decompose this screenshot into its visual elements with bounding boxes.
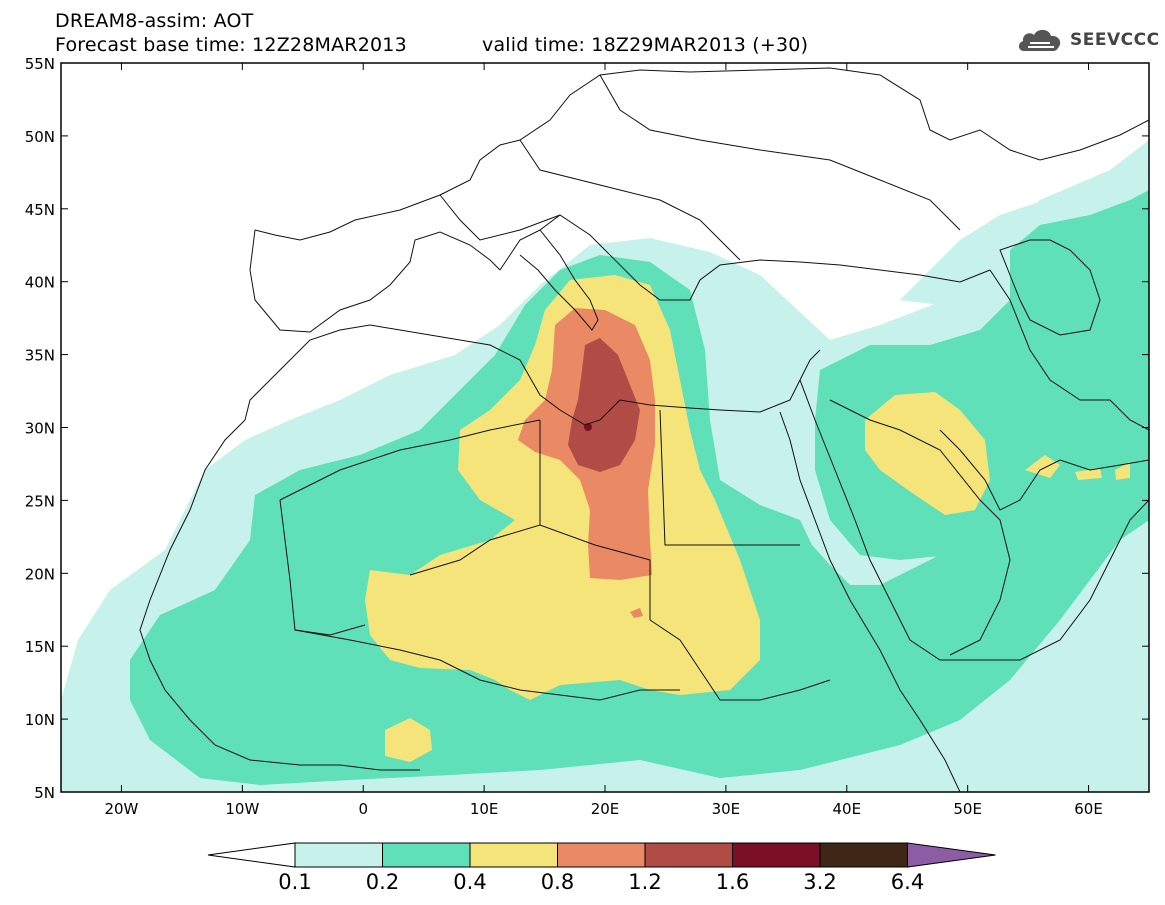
lat-label: 25N <box>25 492 55 510</box>
coastline-red-sea <box>799 379 1149 661</box>
colorbar-label: 3.2 <box>803 870 836 894</box>
colorbar-segment <box>644 842 733 868</box>
colorbar-segment <box>557 842 646 868</box>
aot-contour-0.4 <box>365 275 760 700</box>
border-east-africa <box>649 619 831 701</box>
lon-label: 50E <box>953 800 982 818</box>
aot-colorbar: 0.1 0.2 0.4 0.8 1.2 1.6 3.2 6.4 <box>207 842 996 894</box>
lon-label: 0 <box>358 800 368 818</box>
colorbar-label: 0.2 <box>366 870 399 894</box>
aot-contour-0.4-iran-east <box>1115 462 1130 480</box>
seevccc-logo: SEEVCCC <box>1016 24 1160 56</box>
aot-contour-0.4-south <box>385 718 432 762</box>
aot-contour-0.4-iran <box>1075 468 1102 480</box>
colorbar-label: 1.2 <box>628 870 661 894</box>
valid-time: valid time: 18Z29MAR2013 (+30) <box>482 34 809 56</box>
coastline-caspian <box>999 239 1101 336</box>
cloud-icon <box>1018 29 1061 51</box>
lat-label: 20N <box>25 565 55 583</box>
aot-contour-0.4-gulf <box>1025 455 1060 478</box>
lat-label: 15N <box>25 638 55 656</box>
lat-label: 30N <box>25 420 55 438</box>
colorbar-label: 6.4 <box>891 870 924 894</box>
chart-title: DREAM8-assim: AOT <box>55 10 254 32</box>
lat-label: 50N <box>25 128 55 146</box>
border-sahara-2 <box>279 419 541 501</box>
colorbar-label: 0.1 <box>278 870 311 894</box>
border-sahara-4 <box>659 409 800 546</box>
coastline-north-africa <box>244 324 821 426</box>
colorbar-segment <box>469 842 558 868</box>
longitude-axis: 20W 10W 0 10E 20E 30E 40E 50E 60E <box>104 63 1103 818</box>
border-central-africa <box>294 629 680 701</box>
coastline-gulf <box>939 429 1149 511</box>
border-iran <box>989 269 1149 431</box>
coastline-iberia <box>249 229 501 333</box>
colorbar-segment <box>732 842 821 868</box>
coastline-west-africa <box>139 419 420 771</box>
lon-label: 10W <box>225 800 259 818</box>
lat-label: 55N <box>25 55 55 73</box>
lat-label: 40N <box>25 274 55 292</box>
lon-label: 20W <box>104 800 138 818</box>
border-europe-2 <box>519 139 741 261</box>
aot-contour-0.8-dot <box>630 608 643 618</box>
colorbar-label: 0.4 <box>453 870 486 894</box>
colorbar-arrow-low <box>207 842 296 868</box>
border-europe-3 <box>599 74 961 231</box>
lon-label: 30E <box>712 800 741 818</box>
lat-label: 45N <box>25 201 55 219</box>
colorbar-label: 0.8 <box>541 870 574 894</box>
coastline-east-africa <box>779 411 961 792</box>
coastline-italy <box>499 229 599 331</box>
latitude-axis: 55N 50N 45N 40N 35N 30N 25N 20N 15N 10N 5N <box>25 55 1149 802</box>
border-arabia <box>829 399 1011 656</box>
lon-label: 60E <box>1074 800 1103 818</box>
colorbar-segment <box>294 842 383 868</box>
colorbar-segment <box>819 842 908 868</box>
aot-contour-1.2 <box>568 338 640 472</box>
colorbar-arrow-high <box>907 842 996 868</box>
lat-label: 5N <box>34 784 55 802</box>
coastline-balkans <box>539 214 991 301</box>
lon-label: 10E <box>470 800 499 818</box>
coastline-europe <box>254 67 1149 241</box>
lon-label: 40E <box>832 800 861 818</box>
forecast-base-time: Forecast base time: 12Z28MAR2013 <box>55 34 407 56</box>
lat-label: 35N <box>25 347 55 365</box>
colorbar-label: 1.6 <box>716 870 749 894</box>
lon-label: 20E <box>591 800 620 818</box>
lat-label: 10N <box>25 711 55 729</box>
colorbar-segment <box>382 842 471 868</box>
logo-text: SEEVCCC <box>1070 30 1160 50</box>
border-europe-1 <box>439 194 561 241</box>
aot-contour-0.4-arabia <box>865 392 990 515</box>
